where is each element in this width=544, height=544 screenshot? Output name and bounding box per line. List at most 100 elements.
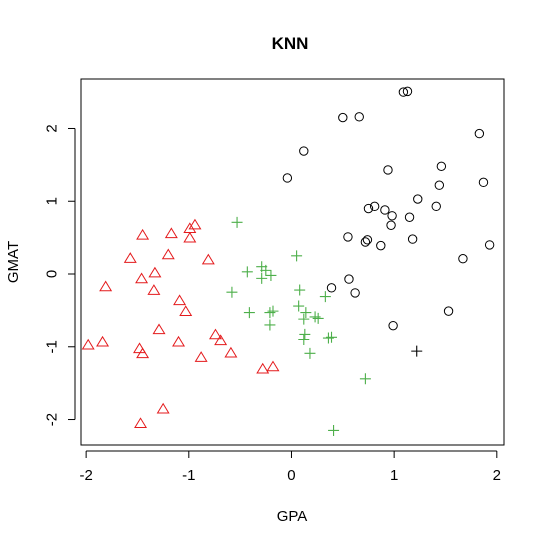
plus-point [304,347,316,359]
plus-point [241,266,253,278]
plus-point [243,307,255,319]
circle-point [360,237,371,247]
triangle-point [214,334,228,346]
circle-point [431,201,441,212]
triangle-point [173,294,187,306]
plus-point [411,345,423,357]
y-tick-label: -1 [44,340,61,353]
triangle-point [188,218,202,230]
plot-frame [80,78,505,446]
plus-point [322,332,334,344]
circle-point [383,165,393,175]
plus-point [256,272,268,284]
triangle-point [136,347,150,359]
x-axis-label: GPA [277,508,308,525]
plus-point [300,307,312,319]
y-tick-label: 1 [44,197,61,205]
triangle-point [179,305,193,316]
circle-point [484,240,495,250]
y-tick-label: 0 [44,270,61,278]
circle-point [478,177,489,188]
triangle-point [135,272,149,284]
circle-point [350,288,360,298]
y-axis: -2 -1 0 1 2 [44,124,76,426]
triangle-point [99,280,113,292]
circle-point [402,86,413,97]
chart-title: KNN [272,34,309,53]
triangle-point [256,362,270,374]
triangle-point [133,342,147,354]
plus-point [298,313,310,325]
triangle-point [147,284,161,295]
triangle-point [266,360,280,372]
circle-point [434,180,445,190]
circle-point [474,128,485,139]
plus-point [294,284,306,296]
triangle-point [164,227,178,239]
circle-point [380,205,390,215]
plus-point [319,291,331,303]
circle-point [369,201,380,212]
circle-point [387,211,397,221]
plus-point [265,269,277,281]
circle-point [354,112,364,122]
triangle-point [81,338,95,350]
circle-point [413,194,423,204]
circle-point [386,220,396,230]
triangle-point [156,402,170,414]
y-tick-label: -2 [44,413,61,426]
triangle-point [134,417,148,429]
plus-point [267,305,279,317]
plus-point [326,331,338,343]
x-tick-label: 2 [493,467,501,484]
y-tick-label: 2 [44,124,61,132]
x-tick-label: 1 [390,467,398,484]
circle-point [443,306,454,316]
plus-point [309,311,321,323]
plus-point [264,307,276,319]
plus-point [298,333,310,345]
plus-point [231,216,243,228]
x-axis: -2 -1 0 1 2 [79,450,501,484]
plus-point [260,264,272,276]
x-tick-label: -2 [79,467,92,484]
triangle-point [194,351,208,362]
triangle-point [136,228,150,240]
triangle-point [96,335,110,347]
circle-point [388,320,398,331]
triangle-point [201,253,215,265]
circle-point [363,203,374,214]
x-tick-label: -1 [182,467,195,484]
plus-point [328,424,340,436]
triangle-point [209,328,222,340]
plus-point [299,328,311,340]
triangle-point [152,323,166,335]
circle-point [338,112,348,123]
circle-point [326,283,337,293]
triangle-point [148,266,162,278]
triangle-point [183,231,197,243]
circle-point [299,146,309,156]
circle-point [407,234,418,244]
triangle-point [123,252,137,263]
triangle-point [224,346,238,358]
triangle-point [161,248,175,260]
plus-point [226,286,238,298]
circle-point [376,240,386,251]
circle-point [362,235,373,245]
plus-point [291,250,303,262]
triangle-point [172,335,186,347]
data-points [81,86,495,436]
plus-point [312,312,324,324]
circle-point [404,212,415,222]
plus-point [293,300,305,312]
circle-point [344,274,354,284]
circle-point [458,254,468,264]
circle-point [436,161,447,172]
circle-point [282,173,293,183]
y-axis-label: GMAT [5,241,22,283]
x-tick-label: 0 [287,467,295,484]
circle-point [343,232,353,242]
plus-point [359,373,371,385]
